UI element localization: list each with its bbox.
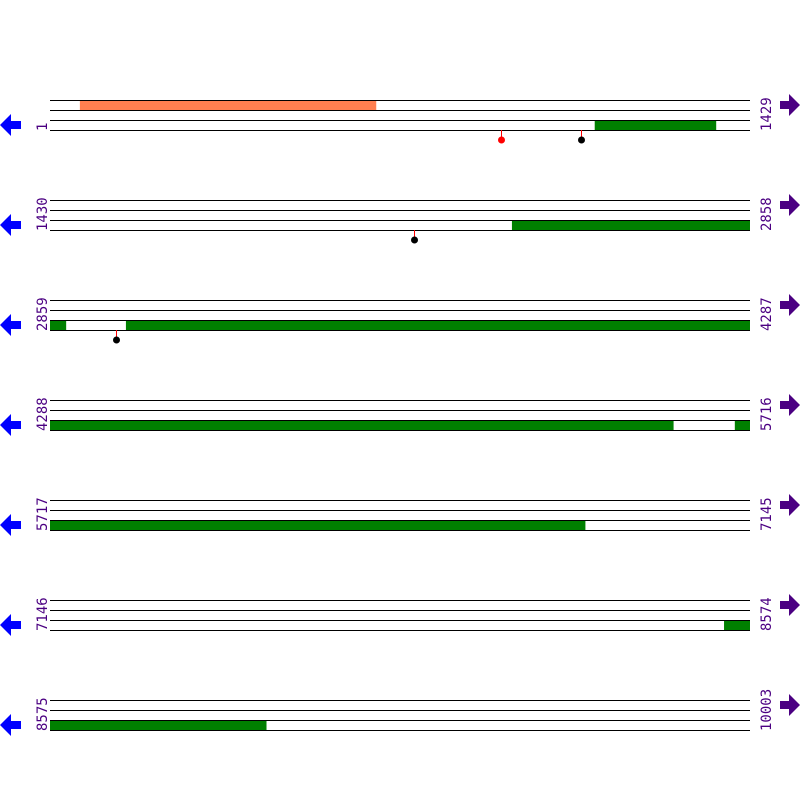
arrow-left-icon [0, 314, 21, 336]
row-start-label: 5717 [35, 497, 51, 531]
row-start-label: 1430 [35, 197, 51, 231]
feature-bar [511, 220, 750, 230]
arrow-left-icon [0, 514, 21, 536]
arrow-left-icon [0, 414, 21, 436]
row-start-label: 1 [35, 123, 51, 131]
sequence-row: 2859 4287 [0, 294, 800, 344]
arrow-right-icon [780, 694, 800, 716]
arrow-left-icon [0, 114, 21, 136]
marker-dot [578, 136, 585, 144]
marker-dot [411, 236, 418, 244]
row-end-label: 5716 [759, 397, 775, 431]
marker-dot [113, 336, 120, 344]
row-start-label: 4288 [35, 397, 51, 431]
arrow-right-icon [780, 194, 800, 216]
arrow-right-icon [780, 94, 800, 116]
feature-bar [125, 320, 750, 330]
sequence-row: 1430 2858 [0, 194, 800, 244]
row-end-label: 7145 [759, 497, 775, 531]
row-start-label: 8575 [35, 697, 51, 731]
row-end-label: 2858 [759, 197, 775, 231]
sequence-row: 4288 5716 [0, 394, 800, 436]
row-end-label: 4287 [759, 297, 775, 331]
row-end-label: 10003 [759, 689, 775, 731]
row-end-label: 1429 [759, 97, 775, 131]
feature-bar [50, 420, 674, 430]
sequence-row: 7146 8574 [0, 594, 800, 636]
arrow-left-icon [0, 714, 21, 736]
sequence-row: 5717 7145 [0, 494, 800, 536]
arrow-right-icon [780, 494, 800, 516]
arrow-right-icon [780, 294, 800, 316]
sequence-row: 8575 10003 [0, 689, 800, 736]
feature-bar [594, 120, 717, 130]
feature-bar [50, 720, 267, 730]
feature-bar [50, 320, 67, 330]
arrow-left-icon [0, 614, 21, 636]
marker-dot [498, 136, 505, 144]
row-end-label: 8574 [759, 597, 775, 631]
feature-bar [50, 520, 586, 530]
feature-bar [724, 620, 750, 630]
feature-bar [79, 100, 377, 110]
arrow-left-icon [0, 214, 21, 236]
feature-bar [734, 420, 750, 430]
sequence-row: 1 1429 [0, 94, 800, 144]
arrow-right-icon [780, 594, 800, 616]
arrow-right-icon [780, 394, 800, 416]
row-start-label: 7146 [35, 597, 51, 631]
row-start-label: 2859 [35, 297, 51, 331]
